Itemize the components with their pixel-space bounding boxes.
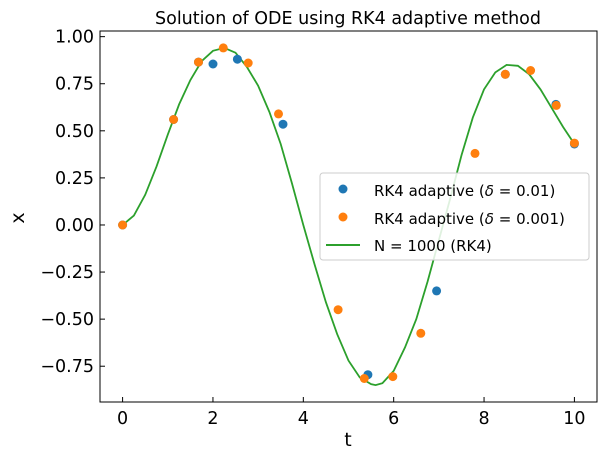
series-1-point [388,372,398,382]
series-0-point [208,59,218,69]
legend-label-prefix: RK4 adaptive ( [374,182,485,200]
y-tick-label: 0.50 [55,122,94,142]
series-1-point [569,138,579,148]
legend-label-delta-0001: RK4 adaptive (δ = 0.001) [374,210,565,228]
legend-label-suffix: = 0.01) [494,182,555,200]
y-tick-label: 1.00 [55,28,94,48]
legend-marker-orange [338,212,348,222]
y-axis-ticks: −0.75 −0.50 −0.25 0.00 0.25 0.50 0.75 1.00 [40,28,105,377]
axes-frame [99,30,598,403]
series-1-point [551,100,561,110]
series-0-point [432,286,442,296]
y-tick-label: 0.75 [55,75,94,95]
legend-entry-delta-0001: RK4 adaptive (δ = 0.001) [338,210,565,228]
x-tick-label: 4 [298,409,309,429]
y-tick-label: 0.00 [55,216,94,236]
plot-area [118,43,579,387]
series-1-point [526,66,536,75]
legend-label-delta: δ [485,182,494,200]
series-1-point [359,374,369,383]
x-tick-label: 10 [563,409,585,429]
series-1-point [169,115,179,124]
legend-label-text: N = 1000 (RK4) [374,237,492,255]
legend-entry-delta-001: RK4 adaptive (δ = 0.01) [338,182,555,200]
y-tick-label: −0.25 [40,263,94,283]
legend-entry-rk4: N = 1000 (RK4) [326,237,492,255]
x-axis-ticks: 0 2 4 6 8 10 [117,397,586,429]
series-1-point [243,58,253,68]
series-1-point [118,220,128,230]
legend-label-rk4: N = 1000 (RK4) [374,237,492,255]
legend-label-delta: δ [485,210,494,228]
y-tick-label: 0.25 [55,169,94,189]
legend-box [319,172,590,261]
x-tick-label: 8 [478,409,489,429]
x-tick-label: 2 [207,409,218,429]
legend-label-delta-001: RK4 adaptive (δ = 0.01) [374,182,555,200]
series-0-point [232,54,242,64]
series-0-point [278,119,288,129]
legend-marker-blue [338,184,348,194]
legend: RK4 adaptive (δ = 0.01) RK4 adaptive (δ … [319,172,590,261]
series-1-point [218,43,228,53]
series-1-point [500,69,510,79]
y-tick-label: −0.50 [40,310,94,330]
series-1-point [274,109,283,119]
legend-label-suffix: = 0.001) [494,210,565,228]
x-tick-label: 0 [117,409,128,429]
series-1-point [333,305,343,315]
series-1-point [416,328,426,338]
series-1-point [470,148,480,158]
y-axis-label: x [7,212,29,223]
y-tick-label: −0.75 [40,357,94,377]
x-axis-label: t [344,429,351,451]
series-1-point [194,57,203,67]
x-tick-label: 6 [388,409,399,429]
legend-label-prefix: RK4 adaptive ( [374,210,485,228]
chart-title: Solution of ODE using RK4 adaptive metho… [155,9,541,29]
